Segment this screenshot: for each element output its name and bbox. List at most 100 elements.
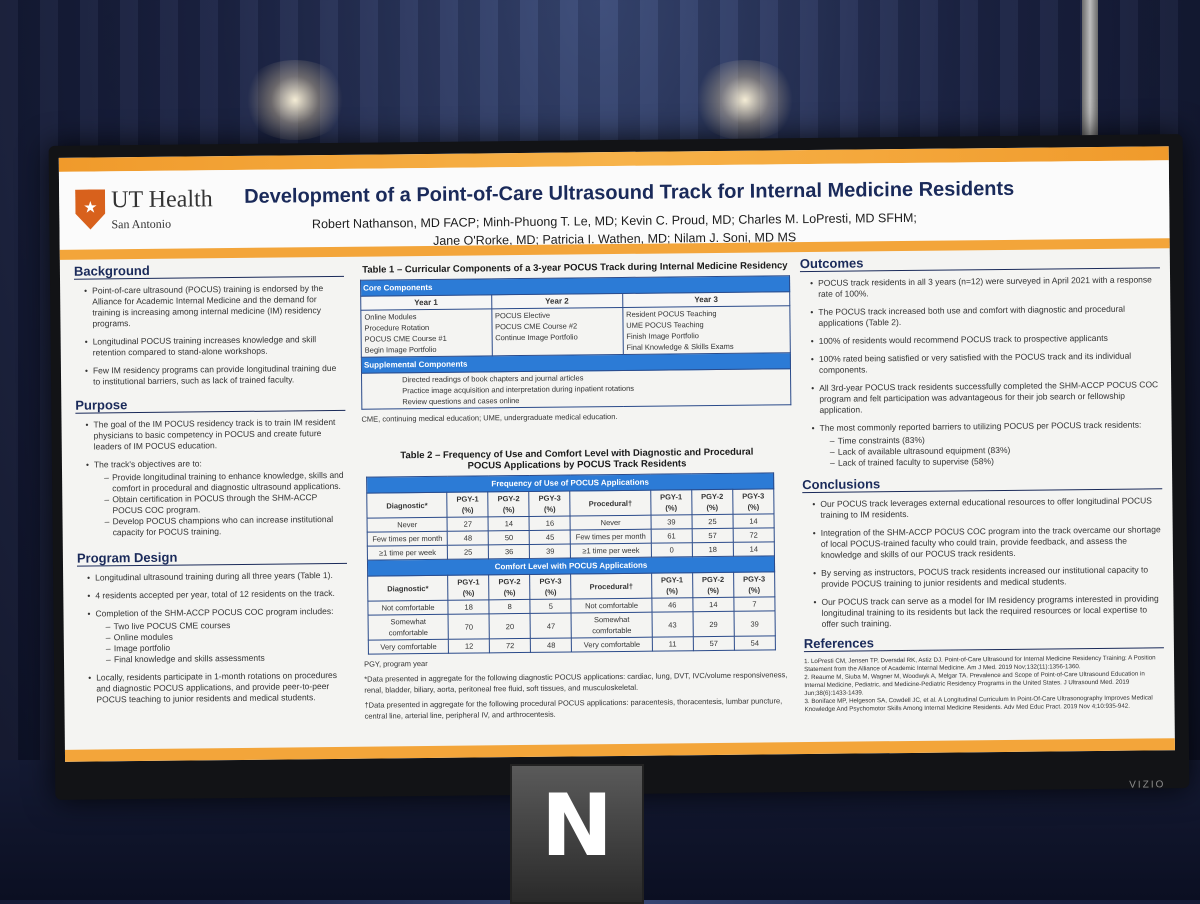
- table2-header: PGY-1 (%): [447, 574, 490, 601]
- list-item: Begin Image Portfolio: [364, 344, 437, 355]
- cell: 72: [733, 527, 775, 543]
- cell: 45: [529, 530, 571, 545]
- table2-header: Procedural†: [570, 573, 652, 600]
- star-icon: ★: [83, 199, 98, 217]
- poster-screen: ★ UT Health San Antonio Development of a…: [58, 146, 1175, 762]
- cell: 14: [488, 516, 530, 531]
- outcomes-point: POCUS track residents in all 3 years (n=…: [810, 274, 1160, 300]
- left-column: Background Point-of-care ultrasound (POC…: [74, 262, 349, 713]
- program-point: 4 residents accepted per year, total of …: [87, 588, 347, 602]
- table2-header: PGY-2 (%): [692, 572, 734, 598]
- logo-line2: San Antonio: [111, 216, 172, 232]
- cell: 7: [733, 596, 776, 612]
- cell: 27: [447, 516, 489, 532]
- cell: 39: [650, 514, 692, 530]
- conclusions-point: Integration of the SHM-ACCP POCUS COC pr…: [813, 524, 1163, 561]
- outcomes-subpoint: Lack of trained faculty to supervise (58…: [830, 454, 1162, 468]
- cell: 18: [692, 542, 734, 557]
- purpose-subpoint: Develop POCUS champions who can increase…: [104, 514, 346, 539]
- cell: 25: [447, 544, 489, 560]
- stand-letter: N: [541, 776, 613, 876]
- cell: 39: [733, 610, 776, 637]
- cell: 8: [489, 599, 531, 614]
- cell: 57: [691, 528, 734, 543]
- cell: 43: [651, 611, 694, 638]
- table2-header: Procedural†: [570, 490, 651, 517]
- ceiling-light-right: [690, 60, 800, 140]
- program-point: Locally, residents participate in 1-mont…: [88, 670, 348, 706]
- table1-year3-cell: Resident POCUS Teaching UME POCUS Teachi…: [622, 305, 791, 355]
- table2-header: Diagnostic*: [367, 575, 449, 602]
- table1-supp-cell: Directed readings of book chapters and j…: [361, 368, 791, 410]
- row-label: ≥1 time per week: [570, 543, 652, 559]
- monitor: ★ UT Health San Antonio Development of a…: [48, 134, 1190, 800]
- cell: 5: [530, 599, 572, 614]
- cell: 39: [529, 544, 571, 559]
- table2-header: PGY-1 (%): [650, 489, 692, 516]
- table2-header: PGY-3 (%): [529, 491, 571, 517]
- table2-header: PGY-3 (%): [733, 571, 775, 598]
- purpose-point: The track's objectives are to:: [86, 457, 346, 471]
- cell: 14: [732, 513, 775, 529]
- letter-stand: N: [510, 764, 644, 904]
- cell: 14: [733, 541, 775, 557]
- row-label: Not comfortable: [571, 598, 652, 614]
- program-subpoint: Final knowledge and skills assessments: [106, 652, 348, 666]
- cell: 12: [448, 638, 490, 654]
- table2-header: PGY-1 (%): [651, 572, 693, 599]
- right-column: Outcomes POCUS track residents in all 3 …: [800, 254, 1165, 714]
- table2-header: PGY-1 (%): [446, 491, 489, 518]
- table2-header: PGY-2 (%): [488, 574, 531, 600]
- table2-header: PGY-3 (%): [529, 574, 572, 600]
- reference-item: 3. Boniface MP, Helgeson SA, Cowdell JC,…: [804, 694, 1153, 714]
- purpose-subpoint: Provide longitudinal training to enhance…: [104, 470, 346, 495]
- cell: 57: [693, 636, 735, 651]
- cell: 47: [530, 613, 572, 639]
- row-label: Never: [367, 517, 448, 533]
- conclusions-point: By serving as instructors, POCUS track r…: [813, 564, 1163, 590]
- background-point: Longitudinal POCUS training increases kn…: [85, 334, 345, 359]
- table2-header: PGY-3 (%): [732, 488, 774, 515]
- cell: 0: [651, 542, 693, 558]
- row-label: Very comfortable: [571, 637, 653, 653]
- table2-note: †Data presented in aggregate for the fol…: [364, 696, 783, 721]
- cell: 46: [651, 597, 693, 613]
- program-title: Program Design: [77, 550, 347, 567]
- cell: 50: [488, 530, 530, 545]
- table1-note: CME, continuing medical education; UME, …: [361, 412, 618, 424]
- cell: 72: [489, 638, 531, 653]
- table2: Frequency of Use of POCUS Applications D…: [366, 472, 776, 655]
- conclusions-point: Our POCUS track can serve as a model for…: [813, 593, 1163, 630]
- cell: 14: [692, 597, 734, 612]
- cell: 18: [448, 599, 490, 615]
- table2-header: PGY-2 (%): [488, 491, 530, 517]
- outcomes-title: Outcomes: [800, 254, 1160, 273]
- outcomes-point: 100% rated being satisfied or very satis…: [811, 350, 1161, 376]
- table2-header: PGY-2 (%): [691, 489, 733, 515]
- stand-pole: [1082, 0, 1098, 140]
- cell: 36: [488, 544, 530, 559]
- ut-health-logo: ★ UT Health San Antonio: [75, 186, 225, 236]
- program-point: Longitudinal ultrasound training during …: [87, 570, 347, 584]
- list-item: Continue Image Portfolio: [495, 332, 578, 343]
- row-label: Somewhat comfortable: [571, 612, 653, 639]
- table2-note: *Data presented in aggregate for the fol…: [364, 670, 788, 695]
- cell: 48: [447, 530, 489, 546]
- outcomes-point: The most commonly reported barriers to u…: [812, 419, 1162, 434]
- cell: 25: [691, 514, 734, 529]
- references-title: References: [804, 634, 1164, 653]
- table1-year2-cell: POCUS Elective POCUS CME Course #2 Conti…: [491, 307, 624, 356]
- row-label: Somewhat comfortable: [368, 614, 449, 641]
- row-label: Few times per month: [367, 531, 448, 547]
- outcomes-point: 100% of residents would recommend POCUS …: [811, 332, 1161, 347]
- outcomes-point: The POCUS track increased both use and c…: [810, 303, 1160, 329]
- poster-header: ★ UT Health San Antonio Development of a…: [58, 160, 1170, 250]
- table1-header: Year 1: [360, 294, 492, 311]
- logo-line1: UT Health: [111, 186, 213, 214]
- cell: 54: [734, 635, 776, 651]
- cell: 29: [692, 611, 735, 637]
- row-label: ≥1 time per week: [367, 545, 448, 561]
- ceiling-light-left: [240, 60, 350, 140]
- table2-header: Diagnostic*: [366, 492, 448, 519]
- background-point: Point-of-care ultrasound (POCUS) trainin…: [84, 283, 344, 330]
